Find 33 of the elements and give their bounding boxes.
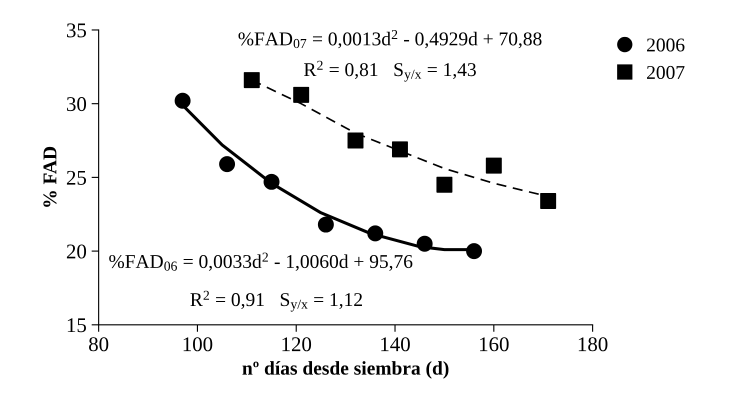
x-tick-label: 180 xyxy=(578,337,608,352)
x-tick-label: 140 xyxy=(381,337,410,352)
x-tick-label: 80 xyxy=(89,337,108,352)
y-axis-title: % FAD xyxy=(43,146,57,207)
point xyxy=(392,141,408,158)
legend-label: 2006 xyxy=(647,38,684,52)
annotation: %FAD$_{07}$ = 0,0013d$^{2}$ - 0,4929d + 70,88 xyxy=(238,30,542,48)
y-tick-label: 25 xyxy=(66,170,86,185)
point xyxy=(466,243,482,260)
point xyxy=(416,236,433,252)
point xyxy=(293,86,310,103)
annotation: R$^{2}$ = 0,81 S$_{y/x}$ = 1,43 xyxy=(304,60,476,82)
x-tick-label: 160 xyxy=(480,337,509,352)
x-axis-title: nº días desde siembra (d) xyxy=(242,361,448,379)
point xyxy=(264,174,280,190)
point xyxy=(436,176,452,193)
point xyxy=(318,216,334,233)
y-tick-label: 15 xyxy=(68,318,86,332)
y-tick-label: 35 xyxy=(67,23,86,38)
point xyxy=(174,92,191,109)
point xyxy=(219,156,236,172)
x-tick-label: 100 xyxy=(184,337,212,352)
x-tick-label: 120 xyxy=(282,337,312,352)
annotation: %FAD$_{06}$ = 0,0033d$^{2}$ - 1,0060d + 95,76 xyxy=(109,252,412,271)
y-tick-label: 20 xyxy=(66,244,86,259)
legend-label: 2007 xyxy=(647,66,684,80)
point xyxy=(367,225,384,242)
y-tick-label: 30 xyxy=(67,97,86,112)
point xyxy=(540,193,556,209)
point xyxy=(244,72,260,88)
annotation: R$^{2}$ = 0,91 S$_{y/x}$ = 1,12 xyxy=(190,290,362,312)
point xyxy=(348,132,364,149)
point xyxy=(486,158,502,174)
